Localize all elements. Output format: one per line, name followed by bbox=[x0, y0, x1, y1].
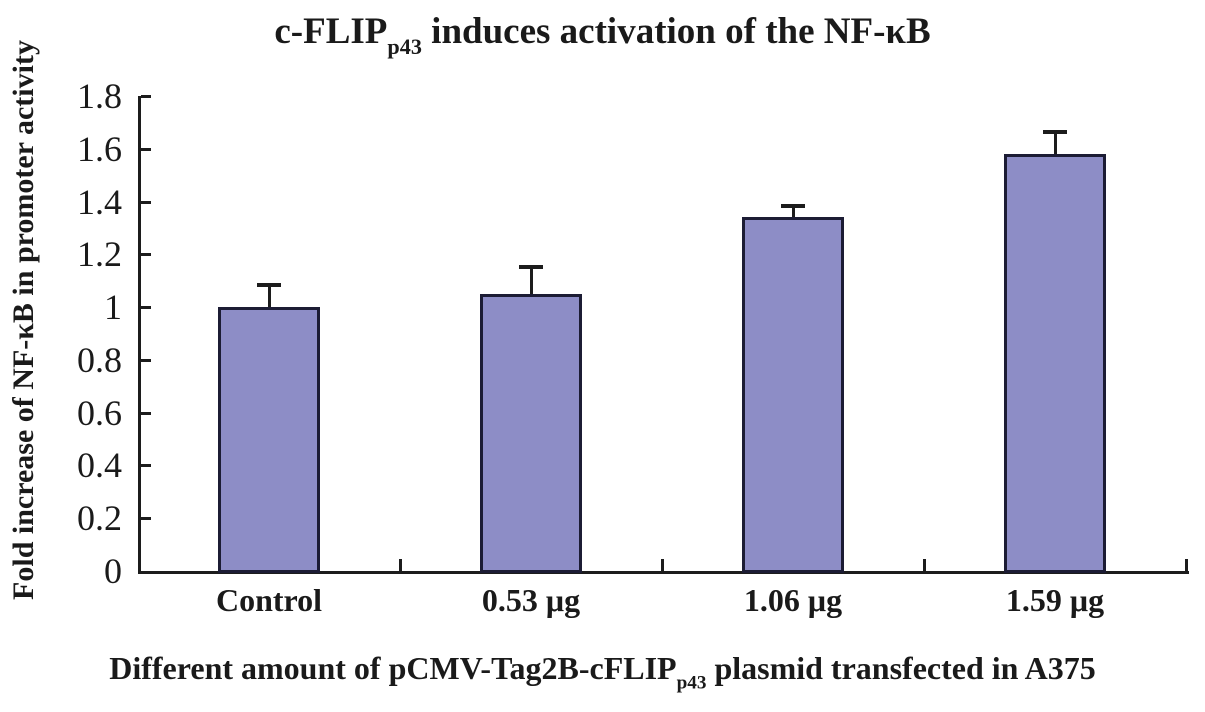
x-category-label: Control bbox=[215, 582, 323, 618]
chart-title: c-FLIPp43 induces activation of the NF-κ… bbox=[0, 10, 1205, 60]
x-tick-mark bbox=[661, 559, 664, 571]
y-tick-mark bbox=[141, 200, 151, 204]
x-axis-label-suffix: plasmid transfected in A375 bbox=[706, 650, 1096, 686]
y-tick-label: 0.2 bbox=[77, 498, 122, 539]
y-tick-label: 1.6 bbox=[77, 128, 122, 169]
chart-title-prefix: c-FLIP bbox=[274, 11, 388, 52]
y-tick-mark bbox=[141, 464, 151, 468]
y-tick-label: 0 bbox=[104, 551, 122, 591]
y-tick-label: 1.8 bbox=[77, 76, 122, 116]
x-tick-mark bbox=[399, 559, 402, 571]
y-tick-label: 0.4 bbox=[77, 445, 122, 486]
y-tick-label: 0.8 bbox=[77, 339, 122, 380]
y-tick-mark bbox=[141, 306, 151, 310]
y-tick-mark bbox=[141, 253, 151, 257]
error-bar-cap bbox=[781, 203, 805, 208]
error-bar-cap bbox=[1043, 129, 1067, 134]
y-tick-mark bbox=[141, 411, 151, 415]
x-axis-line bbox=[138, 571, 1189, 574]
y-tick-mark bbox=[141, 358, 151, 362]
x-category-label: 1.59 μg bbox=[1005, 582, 1105, 618]
error-bar-stem bbox=[529, 267, 533, 294]
y-tick-label: 0.6 bbox=[77, 392, 122, 433]
y-tick-label: 1.4 bbox=[77, 181, 122, 222]
error-bar-cap bbox=[257, 283, 281, 287]
error-bar-stem bbox=[1053, 132, 1057, 155]
error-bar-cap bbox=[519, 264, 543, 269]
bar bbox=[742, 217, 844, 573]
y-tick-mark bbox=[141, 147, 151, 151]
error-bar-stem bbox=[791, 206, 795, 218]
y-axis-line bbox=[138, 96, 141, 574]
x-axis-label-subscript: p43 bbox=[676, 672, 707, 694]
y-tick-mark bbox=[141, 95, 151, 98]
y-tick-label: 1 bbox=[104, 287, 122, 328]
x-axis-label: Different amount of pCMV-Tag2B-cFLIPp43 … bbox=[0, 650, 1205, 695]
bar bbox=[480, 293, 582, 573]
bar bbox=[1004, 154, 1106, 573]
x-category-label: 1.06 μg bbox=[743, 582, 843, 618]
x-tick-mark bbox=[923, 559, 926, 571]
chart-title-subscript: p43 bbox=[387, 34, 422, 60]
x-category-label: 0.53 μg bbox=[481, 582, 581, 618]
x-axis-label-prefix: Different amount of pCMV-Tag2B-cFLIP bbox=[109, 650, 677, 686]
y-tick-label: 1.2 bbox=[77, 234, 122, 275]
error-bar-stem bbox=[267, 286, 271, 308]
chart-title-suffix: induces activation of the NF-κB bbox=[421, 11, 931, 52]
x-tick-mark bbox=[1185, 559, 1188, 571]
y-tick-mark bbox=[141, 517, 151, 521]
bar bbox=[218, 307, 320, 573]
